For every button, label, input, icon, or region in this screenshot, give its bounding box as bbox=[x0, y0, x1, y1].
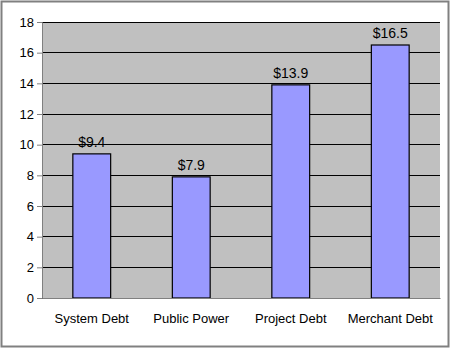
tick: 12 bbox=[20, 107, 42, 122]
tick: Project Debt bbox=[255, 298, 327, 326]
chart: 0 2 4 6 8 10 12 14 16 18 System Debt Public Power Pr… bbox=[0, 0, 450, 348]
category-label: System Debt bbox=[55, 311, 130, 326]
bar bbox=[272, 85, 310, 298]
frame bbox=[2, 2, 449, 347]
tick: 2 bbox=[27, 260, 42, 275]
tick-mark bbox=[37, 22, 42, 23]
grid-line bbox=[42, 22, 440, 23]
tick: 4 bbox=[27, 229, 42, 244]
tick-label: 16 bbox=[20, 45, 34, 60]
category-label: Project Debt bbox=[255, 311, 327, 326]
tick-label: 14 bbox=[20, 76, 34, 91]
data-label: $9.4 bbox=[78, 134, 105, 150]
x-axis-line bbox=[43, 298, 441, 299]
tick-mark bbox=[37, 298, 42, 299]
tick: Public Power bbox=[153, 298, 230, 326]
tick-label: 10 bbox=[20, 137, 34, 152]
tick-label: 6 bbox=[27, 199, 34, 214]
tick: 10 bbox=[20, 137, 42, 152]
tick-mark bbox=[37, 114, 42, 115]
x-axis: System Debt Public Power Project Debt Merch… bbox=[43, 298, 441, 326]
tick-label: 8 bbox=[27, 168, 34, 183]
data-label: $16.5 bbox=[373, 25, 408, 41]
data-labels: $9.4 $7.9 $13.9 $16.5 bbox=[78, 25, 408, 173]
tick-label: 18 bbox=[20, 15, 34, 30]
tick: 18 bbox=[20, 15, 42, 30]
tick: 16 bbox=[20, 45, 42, 60]
tick-mark bbox=[37, 53, 42, 54]
bars bbox=[73, 45, 409, 298]
tick: 14 bbox=[20, 76, 42, 91]
tick-label: 2 bbox=[27, 260, 34, 275]
tick: Merchant Debt bbox=[348, 298, 434, 326]
bar bbox=[73, 154, 111, 298]
tick: 8 bbox=[27, 168, 42, 183]
plot: 0 2 4 6 8 10 12 14 16 18 System Debt Public Power Pr… bbox=[20, 15, 441, 327]
data-label: $13.9 bbox=[273, 65, 308, 81]
tick-label: 12 bbox=[20, 107, 34, 122]
category-label: Merchant Debt bbox=[348, 311, 434, 326]
plot-background bbox=[42, 22, 440, 298]
tick-mark bbox=[37, 237, 42, 238]
data-label: $7.9 bbox=[178, 157, 205, 173]
tick-label: 4 bbox=[27, 229, 34, 244]
tick-mark bbox=[37, 83, 42, 84]
grid bbox=[42, 22, 440, 298]
tick-mark bbox=[37, 145, 42, 146]
tick-mark bbox=[37, 267, 42, 268]
y-axis: 0 2 4 6 8 10 12 14 16 18 bbox=[20, 15, 43, 306]
bar bbox=[172, 177, 210, 298]
category-label: Public Power bbox=[153, 311, 230, 326]
tick: 6 bbox=[27, 199, 42, 214]
tick-mark bbox=[37, 175, 42, 176]
y-axis-line bbox=[37, 23, 43, 299]
tick-mark bbox=[37, 206, 42, 207]
tick: 0 bbox=[27, 291, 42, 306]
bar bbox=[371, 45, 409, 298]
tick: System Debt bbox=[55, 298, 130, 326]
tick-label: 0 bbox=[27, 291, 34, 306]
